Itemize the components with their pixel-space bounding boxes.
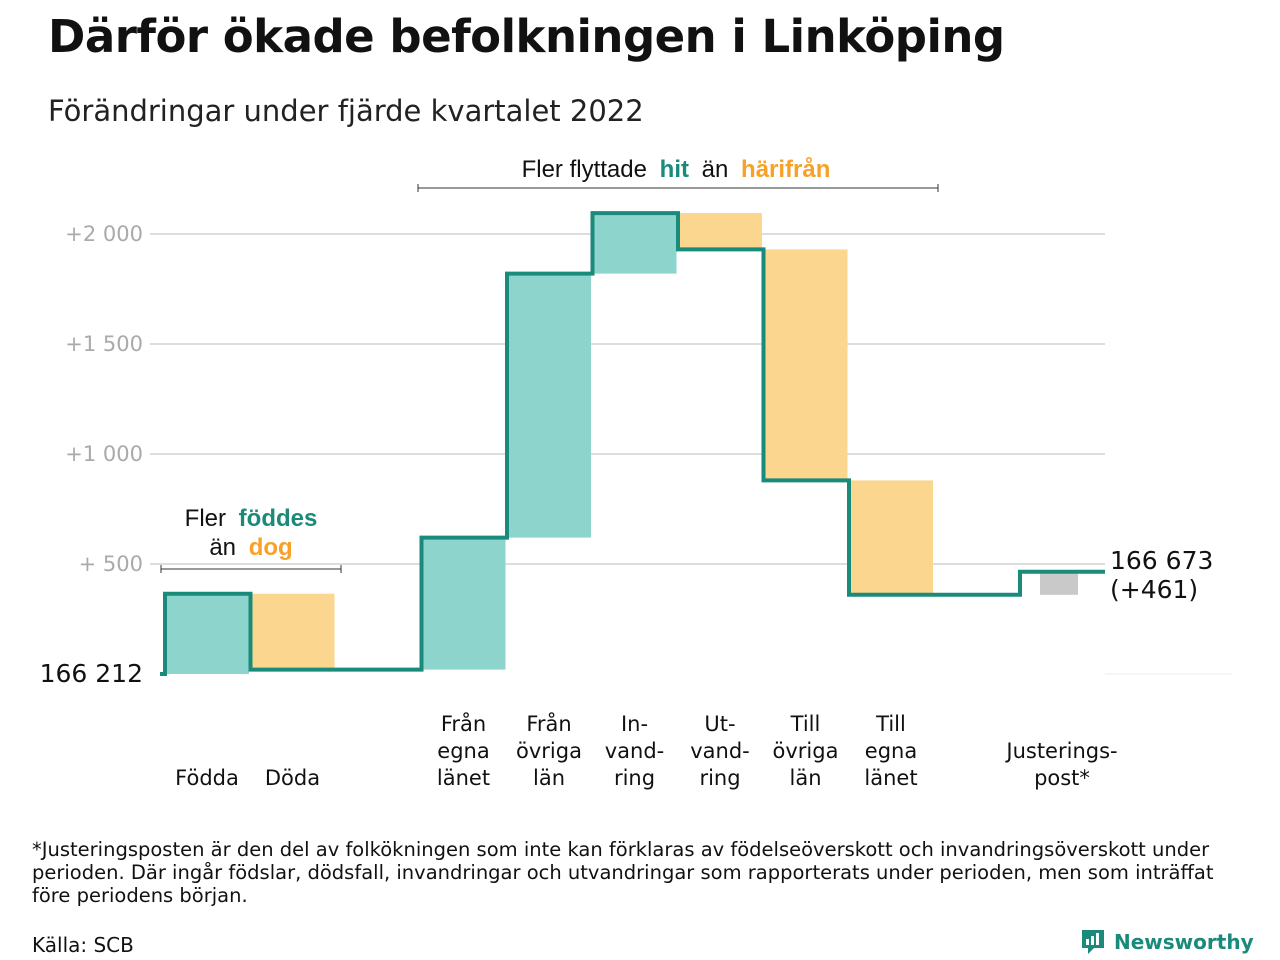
bars (165, 213, 1078, 674)
category-label: länet (437, 766, 490, 790)
category-label: Döda (265, 766, 320, 790)
category-label: vand- (690, 739, 750, 763)
category-label: post* (1034, 766, 1090, 790)
bar (849, 480, 933, 595)
brand-name: Newsworthy (1114, 930, 1254, 954)
y-tick-label: + 500 (79, 552, 143, 576)
category-label: län (533, 766, 565, 790)
category-label: ring (699, 766, 740, 790)
moves-annotation: Fler flyttade hit än härifrån (522, 156, 831, 183)
chart-title: Därför ökade befolkningen i Linköping (48, 10, 1005, 63)
bar (250, 593, 335, 670)
bar (421, 537, 506, 670)
category-label: övriga (516, 739, 582, 763)
category-label: Justerings- (1004, 739, 1117, 763)
annotations: Fler föddes än dog Fler flyttade hit än … (160, 156, 939, 573)
running-total-path (160, 211, 1105, 676)
births-annotation-line2: än dog (209, 534, 292, 561)
category-label: egna (437, 739, 489, 763)
newsworthy-logo-icon (1082, 930, 1104, 954)
category-labels: Födda Döda Från egna länet Från övriga län In-va… (175, 711, 1117, 790)
end-value-label: 166 673 (1110, 546, 1213, 575)
footnote: *Justeringsposten är den del av folkökni… (32, 838, 1214, 907)
category-label: Ut- (704, 712, 735, 736)
category-label: egna (865, 739, 917, 763)
category-label: Från (441, 711, 486, 736)
category-label: Födda (175, 766, 239, 790)
bar (763, 249, 848, 481)
y-axis-ticks: +2 000 +1 500 +1 000 + 500 (65, 222, 143, 576)
category-label: ring (614, 766, 655, 790)
bar (1040, 571, 1078, 595)
source-label: Källa: SCB (32, 933, 134, 957)
births-annotation-line1: Fler föddes (185, 505, 318, 532)
running-total-line (160, 211, 1105, 676)
y-tick-label: +1 000 (65, 442, 143, 466)
y-tick-label: +2 000 (65, 222, 143, 246)
end-change-label: (+461) (1110, 575, 1198, 604)
category-label: Till (790, 712, 821, 736)
start-value-label: 166 212 (40, 659, 143, 688)
y-tick-label: +1 500 (65, 332, 143, 356)
bar (592, 213, 677, 274)
category-label: övriga (773, 739, 839, 763)
category-label: In- (621, 712, 648, 736)
category-label: län (789, 766, 821, 790)
category-label: vand- (605, 739, 665, 763)
category-label: Till (875, 712, 906, 736)
waterfall-chart: +2 000 +1 500 +1 000 + 500 Födda Döda Från egn… (40, 156, 1232, 790)
chart-subtitle: Förändringar under fjärde kvartalet 2022 (48, 94, 644, 128)
bar (165, 593, 249, 674)
bar (507, 273, 591, 538)
bar (678, 213, 762, 250)
category-label: Från (526, 711, 571, 736)
category-label: länet (864, 766, 917, 790)
brand-logo: Newsworthy (1080, 928, 1254, 956)
